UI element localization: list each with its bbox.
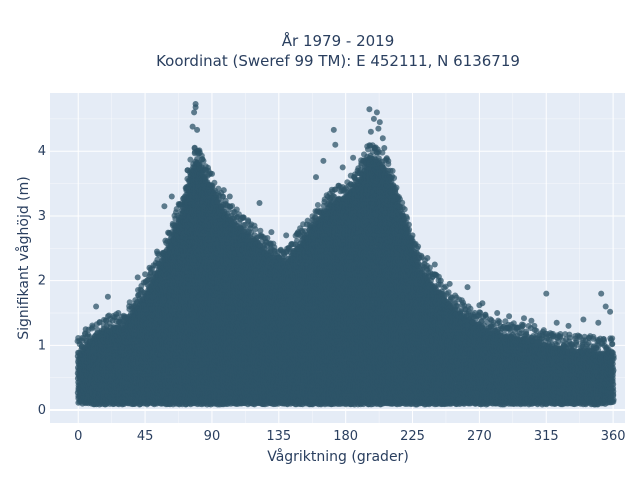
data-points <box>74 101 617 408</box>
data-point <box>211 179 218 186</box>
data-point <box>89 322 96 329</box>
data-point <box>200 158 207 164</box>
